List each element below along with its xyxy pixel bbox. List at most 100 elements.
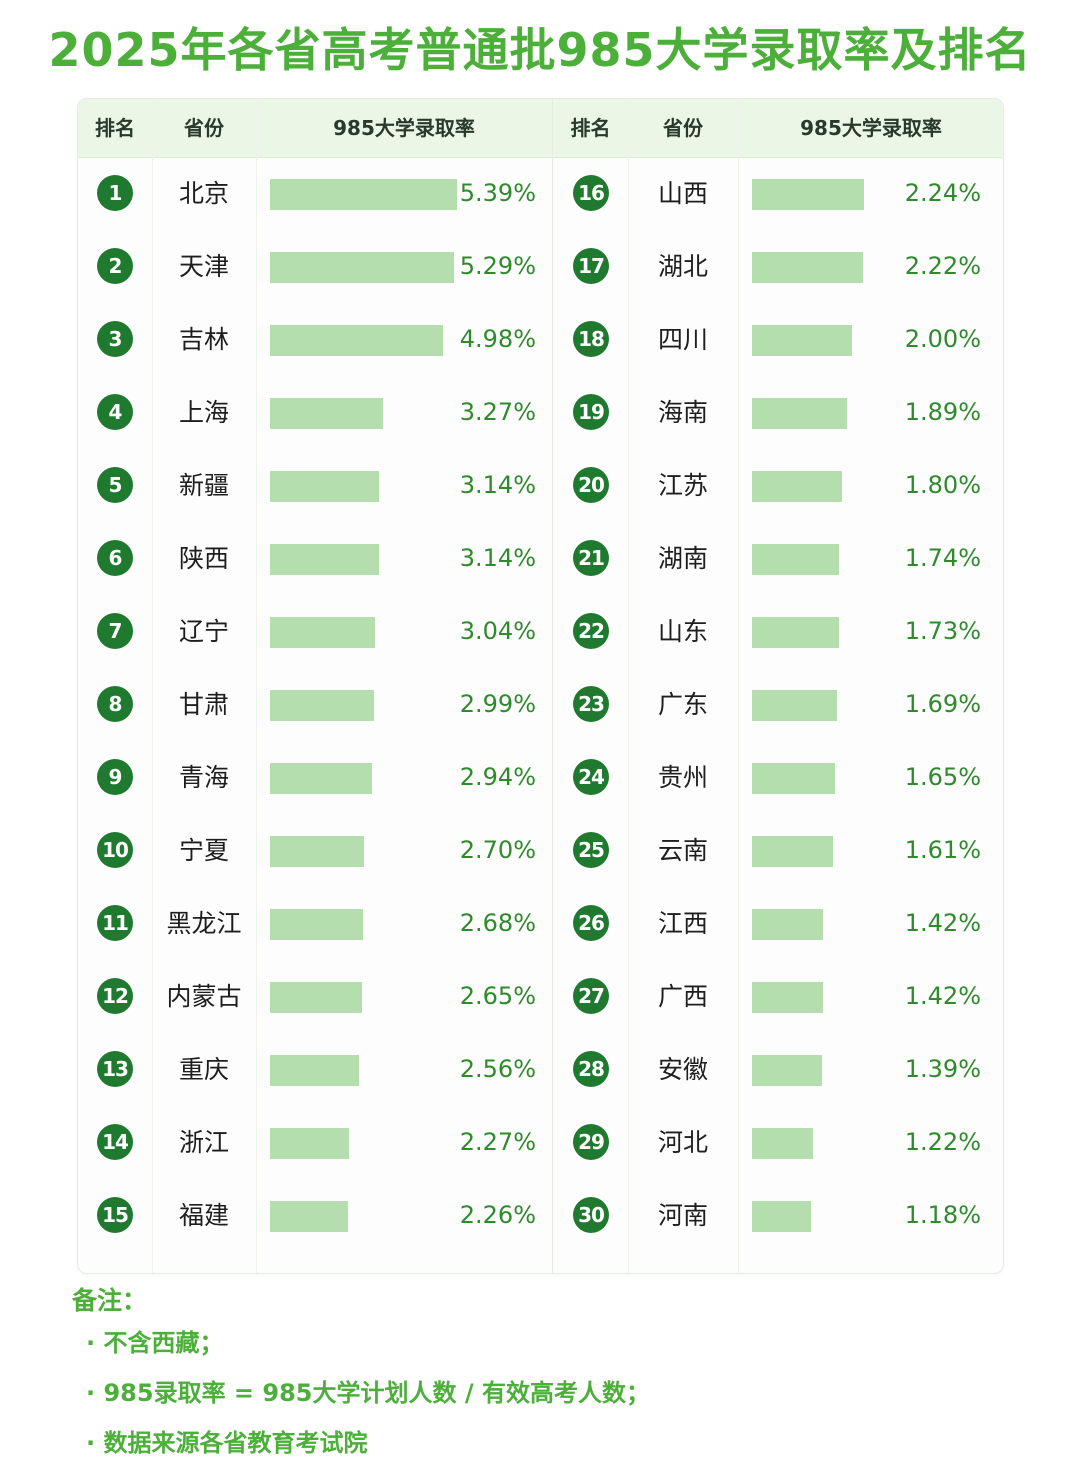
province-name: 河南 [657, 1201, 708, 1230]
column-divider [628, 99, 629, 1273]
table-row: 6 陕西 3.14% [78, 522, 552, 595]
rank-badge: 18 [573, 321, 609, 357]
rate-bar [752, 471, 842, 502]
rate-bar [752, 1055, 822, 1086]
column-divider [256, 99, 257, 1273]
rank-badge: 19 [573, 394, 609, 430]
rate-bar [752, 690, 837, 721]
rate-value: 3.14% [459, 471, 536, 499]
rate-value: 1.61% [904, 836, 981, 864]
rate-bar [270, 398, 383, 429]
rate-bar [752, 1128, 813, 1159]
table-header-left: 排名 省份 985大学录取率 [78, 99, 552, 158]
header-province: 省份 [663, 116, 703, 140]
province-name: 江西 [657, 909, 708, 938]
province-name: 黑龙江 [166, 909, 242, 938]
rate-bar [752, 909, 823, 940]
table-row: 16 山西 2.24% [553, 157, 1003, 230]
rate-bar [752, 617, 839, 648]
column-divider [738, 99, 739, 1273]
rate-value: 1.42% [904, 982, 981, 1010]
rank-badge: 25 [573, 832, 609, 868]
table-row: 20 江苏 1.80% [553, 449, 1003, 522]
rate-value: 1.73% [904, 617, 981, 645]
province-name: 陕西 [178, 544, 229, 573]
table-row: 18 四川 2.00% [553, 303, 1003, 376]
province-name: 北京 [178, 179, 229, 208]
rate-value: 2.68% [459, 909, 536, 937]
rate-value: 2.56% [459, 1055, 536, 1083]
rank-badge: 13 [97, 1051, 133, 1087]
rate-bar [270, 763, 372, 794]
province-name: 浙江 [178, 1128, 229, 1157]
table-row: 11 黑龙江 2.68% [78, 887, 552, 960]
province-name: 湖北 [657, 252, 708, 281]
province-name: 新疆 [178, 471, 229, 500]
table-row: 10 宁夏 2.70% [78, 814, 552, 887]
rank-badge: 12 [97, 978, 133, 1014]
rate-value: 2.99% [459, 690, 536, 718]
rate-bar [270, 1055, 359, 1086]
province-name: 海南 [657, 398, 708, 427]
note-item: · 985录取率 = 985大学计划人数 / 有效高考人数； [86, 1379, 650, 1407]
rate-value: 1.74% [904, 544, 981, 572]
rank-badge: 24 [573, 759, 609, 795]
table-row: 28 安徽 1.39% [553, 1033, 1003, 1106]
province-name: 广东 [657, 690, 708, 719]
province-name: 湖南 [657, 544, 708, 573]
rank-badge: 8 [97, 686, 133, 722]
rank-badge: 29 [573, 1124, 609, 1160]
rank-badge: 7 [97, 613, 133, 649]
rate-value: 2.22% [904, 252, 981, 280]
table-row: 21 湖南 1.74% [553, 522, 1003, 595]
rank-badge: 3 [97, 321, 133, 357]
rate-value: 2.24% [904, 179, 981, 207]
rate-value: 1.89% [904, 398, 981, 426]
table-row: 3 吉林 4.98% [78, 303, 552, 376]
header-rank: 排名 [95, 116, 135, 140]
rank-badge: 4 [97, 394, 133, 430]
rate-value: 1.18% [904, 1201, 981, 1229]
notes-title: 备注： [72, 1286, 148, 1315]
rank-badge: 26 [573, 905, 609, 941]
notes-section: 备注： · 不含西藏； · 985录取率 = 985大学计划人数 / 有效高考人… [72, 1284, 1052, 1468]
header-rate: 985大学录取率 [800, 116, 942, 140]
table-row: 7 辽宁 3.04% [78, 595, 552, 668]
table-row: 14 浙江 2.27% [78, 1106, 552, 1179]
table-left-half: 排名 省份 985大学录取率 1 北京 5.39% 2 天津 5.29% 3 吉林 4.98% 4… [78, 99, 552, 1273]
table-row: 15 福建 2.26% [78, 1179, 552, 1252]
province-name: 江苏 [657, 471, 708, 500]
table-row: 9 青海 2.94% [78, 741, 552, 814]
province-name: 吉林 [178, 325, 229, 354]
rank-badge: 30 [573, 1197, 609, 1233]
rate-value: 1.65% [904, 763, 981, 791]
rate-value: 4.98% [459, 325, 536, 353]
rank-badge: 14 [97, 1124, 133, 1160]
province-name: 宁夏 [178, 836, 229, 865]
table-row: 26 江西 1.42% [553, 887, 1003, 960]
table-row: 12 内蒙古 2.65% [78, 960, 552, 1033]
rank-badge: 10 [97, 832, 133, 868]
header-province: 省份 [184, 116, 224, 140]
rate-value: 1.42% [904, 909, 981, 937]
rank-badge: 20 [573, 467, 609, 503]
rate-value: 1.22% [904, 1128, 981, 1156]
rate-value: 5.29% [459, 252, 536, 280]
rate-bar [270, 179, 457, 210]
table-row: 27 广西 1.42% [553, 960, 1003, 1033]
rate-value: 3.27% [459, 398, 536, 426]
province-name: 辽宁 [178, 617, 229, 646]
rate-value: 2.65% [459, 982, 536, 1010]
rate-value: 1.69% [904, 690, 981, 718]
note-item: · 不含西藏； [86, 1329, 224, 1357]
rank-badge: 22 [573, 613, 609, 649]
rank-badge: 5 [97, 467, 133, 503]
rate-bar [270, 1128, 349, 1159]
rate-value: 2.26% [459, 1201, 536, 1229]
table-right-half: 排名 省份 985大学录取率 16 山西 2.24% 17 湖北 2.22% 18 四川 2.0… [552, 99, 1003, 1273]
table-row: 25 云南 1.61% [553, 814, 1003, 887]
province-name: 安徽 [657, 1055, 708, 1084]
rate-value: 3.04% [459, 617, 536, 645]
province-name: 重庆 [178, 1055, 229, 1084]
table-row: 5 新疆 3.14% [78, 449, 552, 522]
